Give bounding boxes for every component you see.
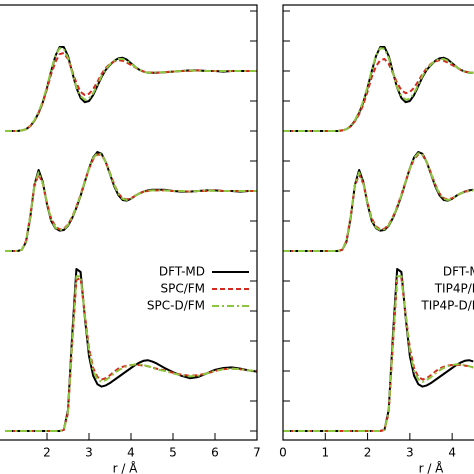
curve (283, 151, 474, 252)
x-tick-label: 1 (321, 446, 329, 460)
x-tick-label: 2 (43, 446, 51, 460)
legend-label: TIP4P-D/FM (420, 299, 474, 313)
curve (5, 46, 257, 132)
curve (5, 52, 257, 132)
curve (5, 268, 257, 432)
curve (283, 275, 474, 432)
curve (283, 58, 474, 132)
curve (283, 153, 474, 252)
x-tick-label: 2 (364, 446, 372, 460)
x-tick-label: 0 (279, 446, 287, 460)
curve (283, 152, 474, 252)
x-axis-label: r / Å (113, 461, 139, 474)
x-tick-label: 6 (211, 446, 219, 460)
plot-frame (0, 4, 258, 441)
plot-frame (282, 4, 474, 441)
curve (5, 47, 257, 132)
panel: DFT-MD SPC/FM SPC-D/FM 2 3 4 5 6 7 r / Å (0, 4, 261, 474)
curve (5, 277, 257, 432)
curve (5, 275, 257, 432)
curve (5, 151, 257, 252)
legend-label: DFT-MD (159, 265, 205, 279)
curve (5, 152, 257, 252)
curve (5, 153, 257, 252)
curve (283, 47, 474, 132)
legend-label: TIP4P/FM (434, 282, 474, 296)
legend-label: SPC/FM (160, 282, 205, 296)
plot-area: DFT-MD SPC/FM SPC-D/FM (5, 10, 257, 440)
legend-label: SPC-D/FM (147, 299, 205, 313)
legend-label: DFT-MD (443, 265, 474, 279)
x-tick-label: 3 (85, 446, 93, 460)
x-tick-label: 3 (406, 446, 414, 460)
legend: DFT-MD TIP4P/FM TIP4P-D/FM (420, 265, 474, 313)
panel: DFT-MD TIP4P/FM TIP4P-D/FM 0 1 2 3 4r / Å (279, 4, 474, 474)
legend: DFT-MD SPC/FM SPC-D/FM (147, 265, 249, 313)
x-tick-label: 7 (253, 446, 261, 460)
x-tick-label: 4 (127, 446, 135, 460)
x-tick-label: 4 (448, 446, 456, 460)
plot-area: DFT-MD TIP4P/FM TIP4P-D/FM (283, 10, 474, 440)
x-tick-label: 5 (169, 446, 177, 460)
x-axis-label: r / Å (419, 461, 445, 474)
